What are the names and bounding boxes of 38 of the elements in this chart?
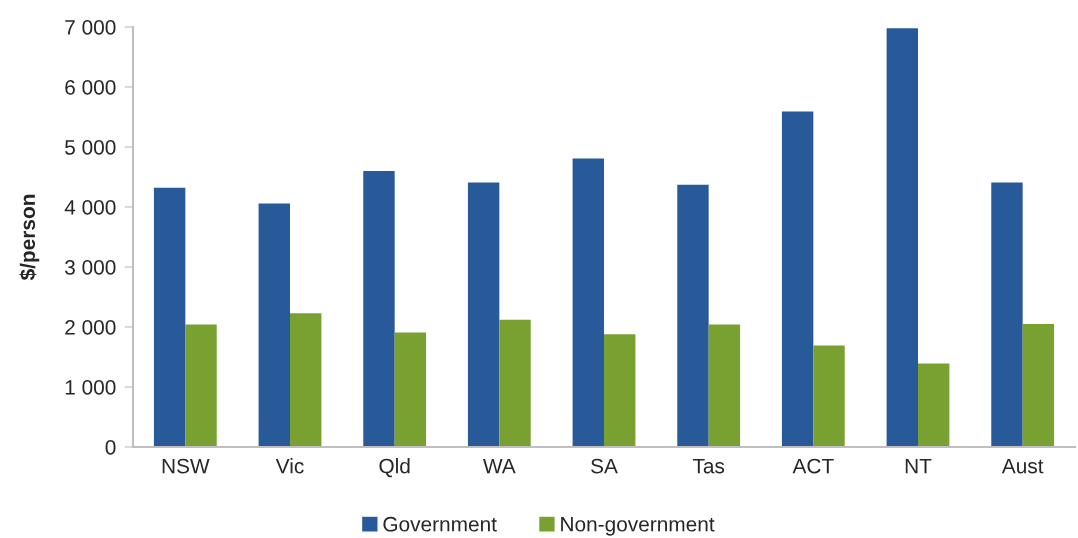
bar (185, 324, 217, 447)
bar (781, 111, 814, 447)
x-tick-label: Tas (692, 458, 725, 474)
bar (363, 171, 395, 447)
x-tick-label: NT (905, 458, 932, 474)
y-axis-title: $/person (19, 194, 40, 281)
bar (467, 182, 500, 447)
y-tick-label: 3 000 (65, 260, 116, 275)
x-tick-label: Vic (275, 458, 304, 474)
legend-label: Government (383, 516, 497, 532)
bar (499, 319, 531, 447)
bar (572, 158, 604, 447)
bar (394, 332, 427, 447)
bar (708, 324, 741, 447)
bar (290, 313, 322, 447)
legend-label: Non-government (561, 517, 715, 536)
y-tick-label: 1 000 (65, 380, 116, 395)
y-tick-label: 6 000 (65, 80, 116, 95)
bar (991, 182, 1023, 447)
bar (153, 187, 186, 447)
bar (886, 28, 918, 447)
y-tick-label: 4 000 (64, 200, 116, 215)
y-tick-label: 5 000 (65, 140, 116, 155)
bar (677, 184, 709, 447)
x-tick-label: NSW (162, 458, 210, 474)
x-tick-label: WA (483, 458, 516, 474)
x-tick-label: Qld (379, 458, 410, 478)
bar (1022, 324, 1055, 447)
y-tick-label: 7 000 (65, 20, 116, 35)
bar (918, 363, 950, 447)
y-tick-label: 0 (105, 440, 116, 455)
x-tick-label: Aust (1001, 458, 1044, 474)
x-tick-label: ACT (792, 458, 834, 474)
bar (813, 345, 845, 447)
x-tick-label: SA (591, 458, 618, 474)
bar (604, 334, 636, 447)
y-tick-label: 2 000 (65, 320, 116, 335)
bar (258, 203, 290, 447)
